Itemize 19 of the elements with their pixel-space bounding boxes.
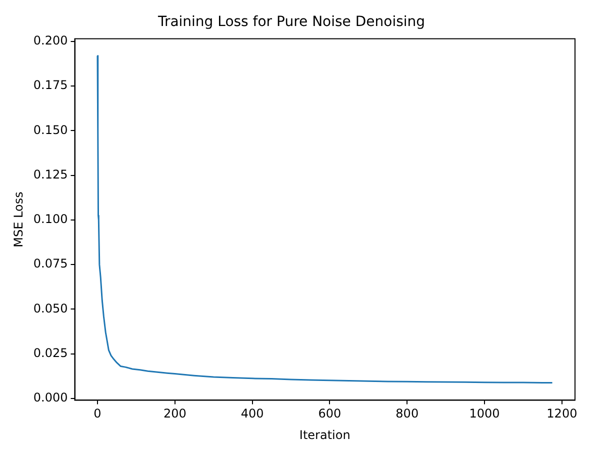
y-tick-label: 0.050	[33, 301, 68, 316]
y-tick-label: 0.200	[33, 34, 68, 48]
y-tick-label: 0.150	[33, 122, 68, 137]
y-tick-label: 0.075	[33, 256, 68, 271]
x-tick-label: 1000	[469, 406, 500, 421]
y-tick-label: 0.025	[33, 346, 68, 360]
y-tick-label: 0.000	[33, 390, 68, 405]
x-tick-label: 200	[163, 406, 186, 421]
x-tick-label: 1200	[546, 406, 578, 421]
y-tick-label: 0.175	[33, 78, 68, 92]
x-tick-label: 400	[240, 406, 264, 421]
y-axis-title: MSE Loss	[11, 192, 26, 248]
x-tick-label: 600	[318, 406, 342, 421]
x-tick-label: 0	[94, 406, 102, 421]
y-tick-label: 0.125	[33, 167, 68, 182]
chart-title: Training Loss for Pure Noise Denoising	[156, 14, 426, 30]
x-tick-label: 800	[396, 406, 419, 421]
y-tick-label: 0.100	[33, 212, 68, 226]
x-axis-title: Iteration	[299, 428, 350, 442]
